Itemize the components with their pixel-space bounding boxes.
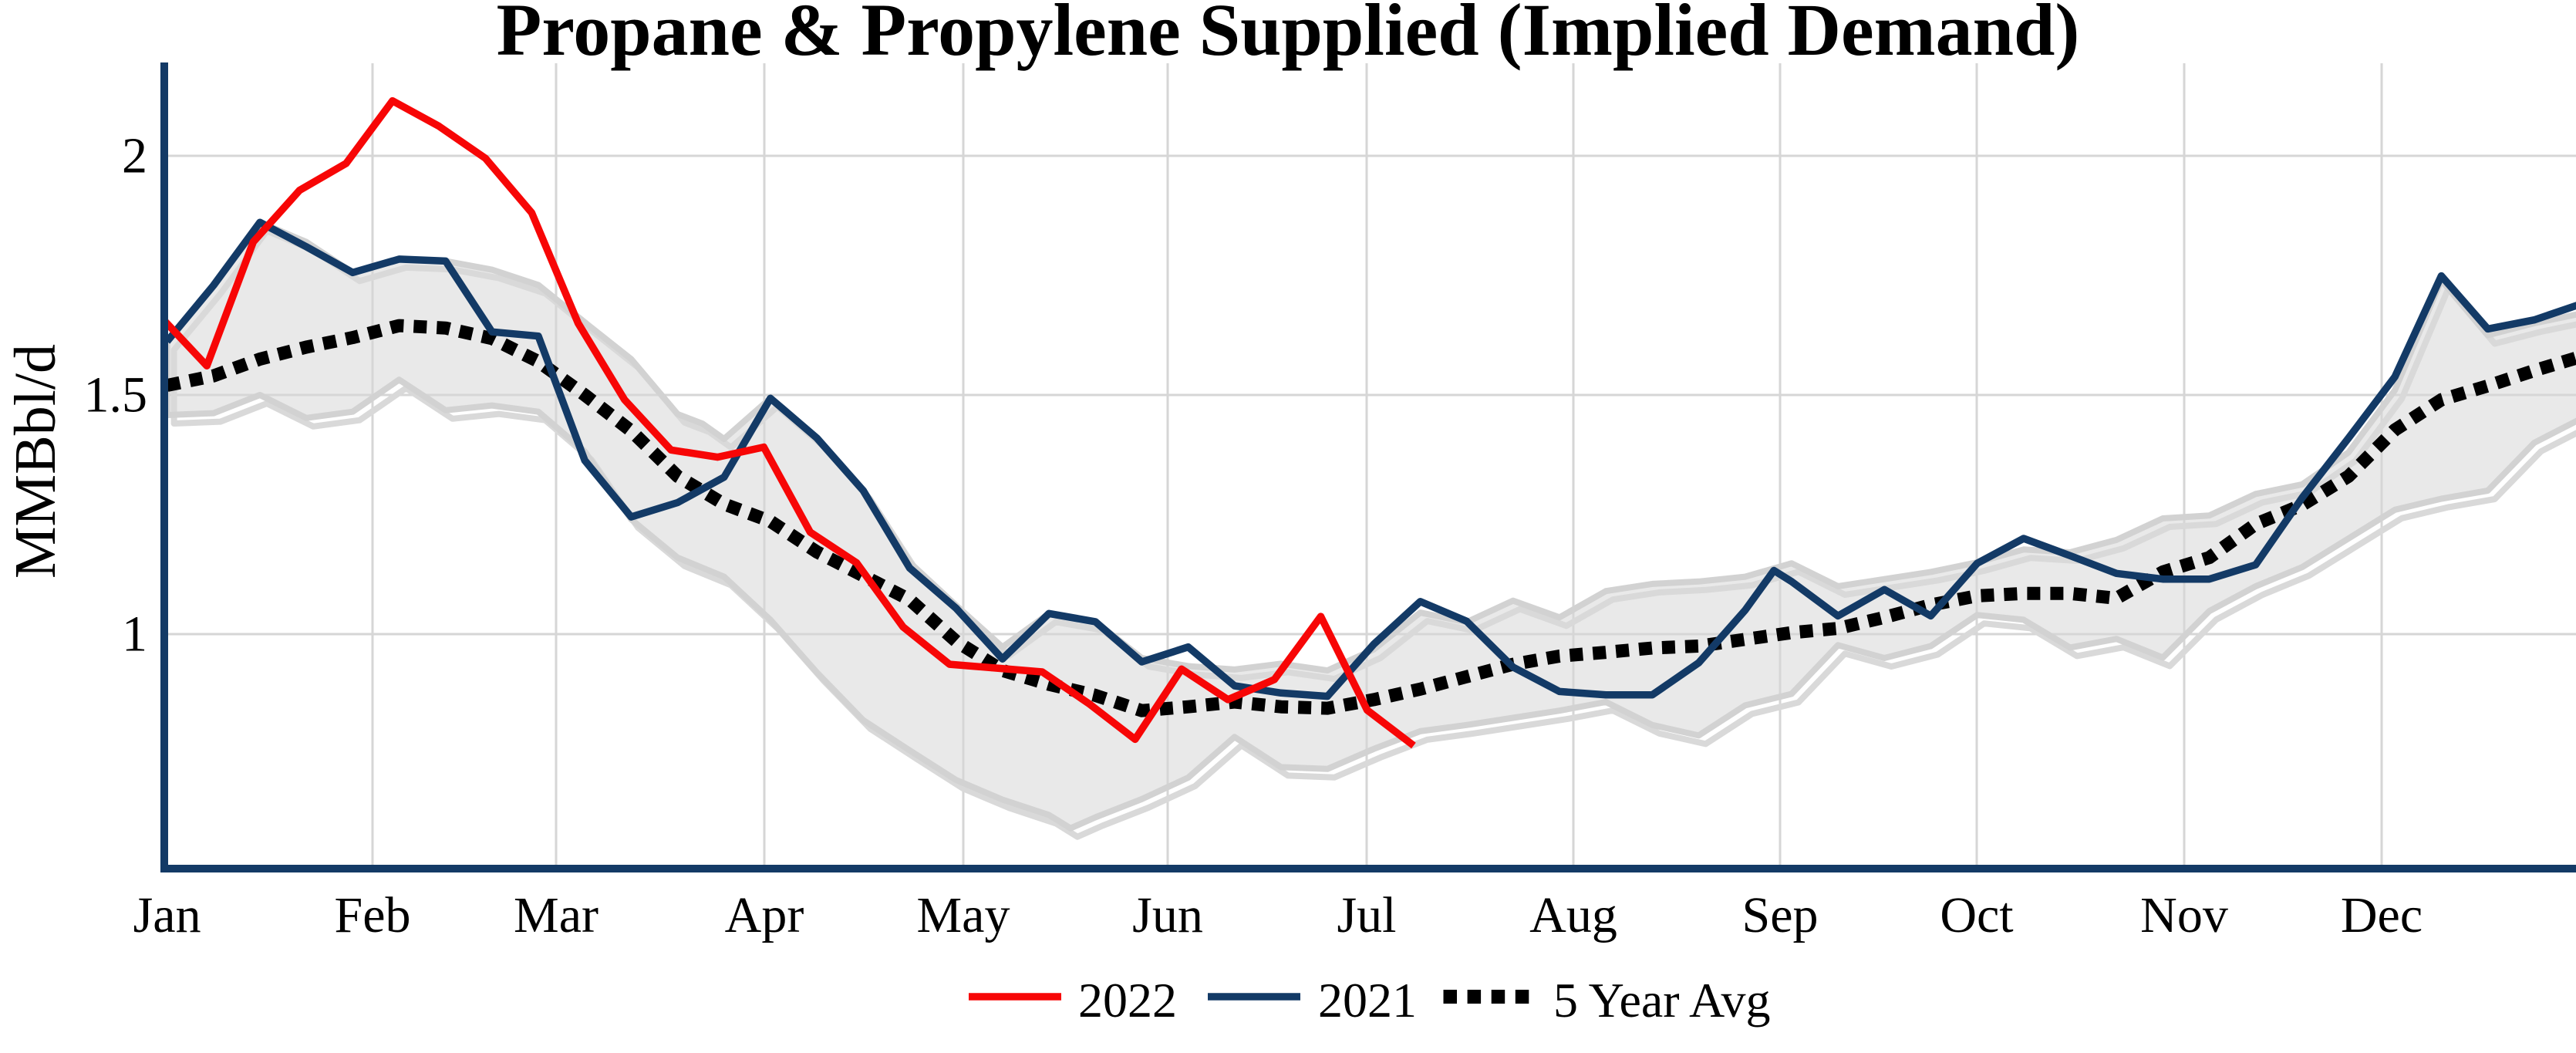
svg-text:Nov: Nov — [2140, 887, 2228, 943]
svg-text:MMBbl/d: MMBbl/d — [3, 344, 68, 579]
svg-text:Jul: Jul — [1337, 887, 1396, 943]
svg-text:5 Year Avg: 5 Year Avg — [1553, 973, 1771, 1028]
svg-text:Dec: Dec — [2341, 887, 2423, 943]
svg-text:Feb: Feb — [335, 887, 411, 943]
svg-text:Propane & Propylene Supplied (: Propane & Propylene Supplied (Implied De… — [497, 0, 2080, 71]
svg-text:Sep: Sep — [1742, 887, 1819, 943]
svg-text:Jan: Jan — [133, 887, 201, 943]
svg-text:2022: 2022 — [1078, 973, 1177, 1028]
svg-text:2: 2 — [122, 128, 147, 184]
svg-text:Apr: Apr — [725, 887, 804, 943]
svg-text:Aug: Aug — [1529, 887, 1617, 943]
svg-text:1: 1 — [122, 606, 147, 663]
svg-text:May: May — [917, 887, 1010, 943]
svg-text:Jun: Jun — [1132, 887, 1203, 943]
svg-text:Oct: Oct — [1940, 887, 2013, 943]
svg-text:1.5: 1.5 — [84, 367, 148, 424]
svg-text:2021: 2021 — [1318, 973, 1417, 1028]
svg-text:Mar: Mar — [514, 887, 598, 943]
